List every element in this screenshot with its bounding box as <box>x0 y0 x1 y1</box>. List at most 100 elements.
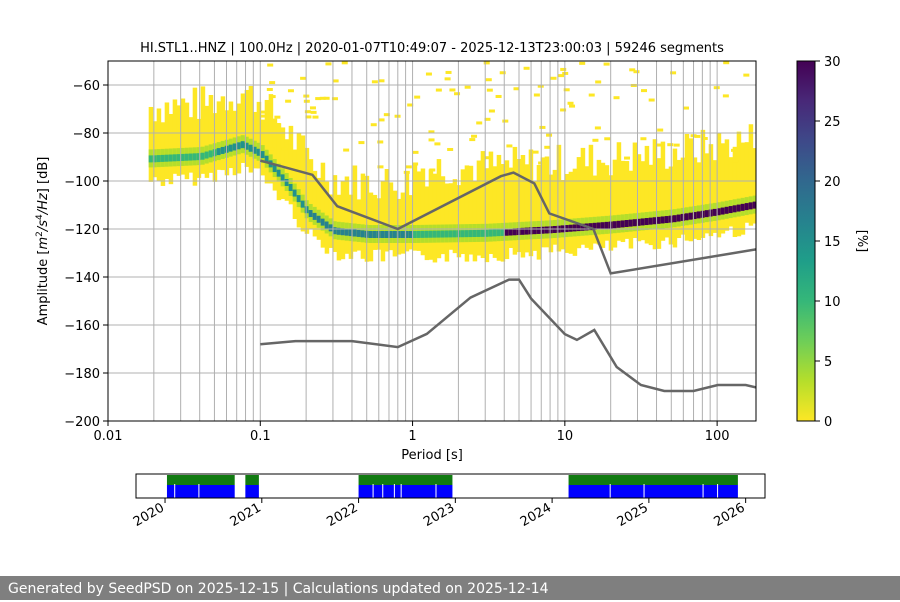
heatmap-cell <box>748 124 754 226</box>
heatmap-cell <box>540 226 546 234</box>
heatmap-cell <box>444 77 451 81</box>
heatmap-cell <box>372 194 378 250</box>
heatmap-cell <box>377 140 384 144</box>
heatmap-cell <box>508 228 514 236</box>
heatmap-cell <box>500 164 506 262</box>
availability-segment-top <box>358 475 453 485</box>
year-tick-label: 2026 <box>711 500 747 530</box>
heatmap-cell <box>454 92 461 96</box>
heatmap-cell <box>724 139 730 231</box>
y-label-part: / <box>36 208 51 215</box>
heatmap-cell <box>657 128 664 132</box>
heatmap-cell <box>484 168 490 263</box>
heatmap-cell <box>483 61 490 65</box>
heatmap-cell <box>560 108 567 112</box>
heatmap-cell <box>164 102 170 180</box>
heatmap-cell <box>752 148 756 224</box>
x-tick-label: 1 <box>408 429 416 444</box>
heatmap-cell <box>688 138 694 242</box>
heatmap-cell <box>256 148 262 156</box>
heatmap-cell <box>192 87 198 186</box>
heatmap-cell <box>736 204 742 212</box>
heatmap-cell <box>722 94 729 98</box>
y-label-part: Hz <box>36 192 51 210</box>
colorbar-tick-label: 25 <box>824 115 841 130</box>
heatmap-cell <box>232 143 238 151</box>
heatmap-cell <box>267 63 274 67</box>
x-tick-label: 100 <box>705 429 730 444</box>
heatmap-cell <box>340 181 346 260</box>
heatmap-cell <box>412 230 418 238</box>
heatmap-cell <box>732 205 738 213</box>
heatmap-cell <box>309 106 316 110</box>
heatmap-cell <box>724 206 730 214</box>
heatmap-cell <box>452 230 458 238</box>
heatmap-cell <box>676 159 682 239</box>
heatmap-cell <box>576 224 582 232</box>
heatmap-cell <box>435 88 442 92</box>
heatmap-cell <box>592 222 598 230</box>
heatmap-cell <box>378 79 385 83</box>
heatmap-cell <box>512 228 518 236</box>
noise-model-nhnm <box>259 159 756 275</box>
heatmap-cell <box>188 117 194 173</box>
heatmap-cell <box>548 226 554 234</box>
colorbar-tick-label: 15 <box>824 235 841 250</box>
psd-chart: HI.STL1..HNZ | 100.0Hz | 2020-01-07T10:4… <box>35 41 869 530</box>
heatmap-cell <box>640 161 646 241</box>
heatmap-cell <box>352 229 358 237</box>
heatmap-cell <box>752 201 756 209</box>
heatmap-cell <box>506 144 513 148</box>
heatmap-cell <box>485 78 492 82</box>
heatmap-cell <box>432 230 438 238</box>
heatmap-cell <box>312 170 318 237</box>
heatmap-cell <box>288 184 294 192</box>
availability-strip <box>166 475 738 498</box>
heatmap-cell <box>269 95 276 99</box>
heatmap-cell <box>584 166 590 248</box>
heatmap-cell <box>180 98 186 175</box>
heatmap-cell <box>262 168 269 172</box>
heatmap-cell <box>428 138 435 142</box>
heatmap-cell <box>315 97 322 101</box>
heatmap-cell <box>652 217 658 225</box>
heatmap-cell <box>324 221 330 229</box>
year-axis-ticks: 2020 2021 2022 2023 2024 2025 2026 <box>131 498 748 530</box>
heatmap-cell <box>520 227 526 235</box>
heatmap-cell <box>552 169 558 245</box>
heatmap-cell <box>360 230 366 238</box>
heatmap-cell <box>632 219 638 227</box>
y-tick-label: −100 <box>64 175 100 190</box>
heatmap-cell <box>344 176 350 254</box>
y-axis-ticks: −60 −80 −100 −120 −140 −160 −180 −200 <box>64 79 108 430</box>
heatmap-cell <box>285 99 292 103</box>
colorbar-tick-label: 10 <box>824 295 841 310</box>
heatmap-cell <box>523 66 530 70</box>
heatmap-cell <box>588 223 594 231</box>
heatmap-cell <box>568 171 574 254</box>
heatmap-cell <box>656 158 662 249</box>
heatmap-cell <box>370 123 377 127</box>
heatmap-cell <box>536 226 542 234</box>
heatmap-cell <box>449 88 456 92</box>
heatmap-cell <box>486 88 493 92</box>
heatmap-cell <box>673 143 680 147</box>
heatmap-cell <box>499 71 506 75</box>
x-axis-ticks: 0.01 0.1 1 10 100 <box>94 421 730 444</box>
y-tick-label: −60 <box>73 79 100 94</box>
heatmap-cell <box>444 230 450 238</box>
heatmap-cell <box>308 159 314 229</box>
heatmap-cell <box>532 150 539 154</box>
heatmap-cell <box>580 147 586 245</box>
heatmap-cell <box>684 133 690 241</box>
y-label-part: Amplitude [ <box>36 250 51 326</box>
heatmap-cell <box>613 96 620 100</box>
psd-heatmap <box>148 61 756 263</box>
heatmap-cell <box>408 231 414 238</box>
heatmap-cell <box>460 169 466 255</box>
heatmap-cell <box>648 164 654 246</box>
heatmap-cell <box>654 143 661 147</box>
heatmap-cell <box>476 160 482 256</box>
heatmap-cell <box>636 154 642 242</box>
heatmap-cell <box>664 216 670 224</box>
